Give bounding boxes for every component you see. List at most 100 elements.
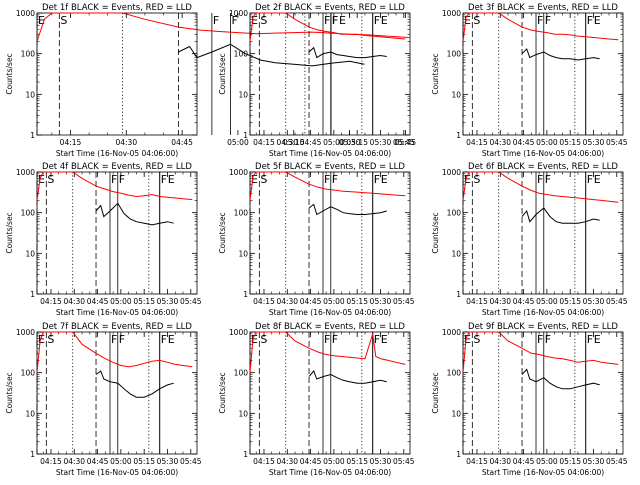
event-marker-label: F [545, 333, 551, 346]
y-tick-label: 1 [30, 131, 35, 140]
y-tick-label: 10 [451, 90, 461, 99]
event-marker-label: F [537, 14, 543, 27]
event-marker-label: E [464, 333, 471, 346]
x-tick-label: 04:45 [300, 138, 322, 147]
y-tick-label: 10 [25, 409, 35, 418]
x-tick-label: 05:15 [346, 138, 368, 147]
event-marker-label: E [38, 14, 45, 27]
x-tick-label: 04:30 [63, 457, 85, 466]
x-tick-label: 05:45 [393, 138, 415, 147]
plot-frame [249, 331, 411, 455]
event-marker-label: F [332, 14, 338, 27]
event-marker-label: E [251, 14, 258, 27]
y-tick-label: 1 [243, 450, 248, 459]
x-tick-label: 05:15 [346, 297, 368, 306]
y-tick-label: 100 [234, 50, 249, 59]
event-marker-label: E [168, 333, 175, 346]
event-marker-label: F [374, 14, 380, 27]
events-series-line [308, 203, 387, 216]
x-tick-label: 04:45 [171, 138, 193, 147]
x-tick-label: 04:15 [466, 457, 488, 466]
x-tick-label: 04:30 [276, 297, 298, 306]
y-tick-label: 10 [25, 249, 35, 258]
lld-series-line [36, 331, 193, 373]
event-marker-label: F [324, 173, 330, 186]
x-tick-label: 04:45 [300, 457, 322, 466]
chart-panel: Det 2f BLACK = Events, RED = LLD Counts/s… [218, 3, 415, 158]
event-marker-label: F [111, 173, 117, 186]
x-tick-label: 04:30 [489, 457, 511, 466]
x-tick-label: 05:45 [606, 138, 628, 147]
chart-title: Det 1f BLACK = Events, RED = LLD [42, 3, 192, 13]
event-marker-label: S [260, 333, 267, 346]
x-tick-label: 04:45 [513, 297, 535, 306]
event-marker-label: F [332, 173, 338, 186]
y-tick-label: 1000 [229, 328, 248, 337]
chart-title: Det 3f BLACK = Events, RED = LLD [468, 3, 618, 13]
x-tick-label: 05:00 [323, 457, 345, 466]
y-axis-label: Counts/sec [431, 372, 440, 413]
chart-title: Det 6f BLACK = Events, RED = LLD [468, 162, 618, 172]
y-axis-label: Counts/sec [218, 53, 227, 94]
event-marker-label: E [594, 173, 601, 186]
plot-frame [462, 12, 624, 136]
event-marker-label: F [374, 173, 380, 186]
chart-panel: Det 9f BLACK = Events, RED = LLD Counts/s… [431, 322, 628, 477]
x-tick-label: 05:15 [133, 297, 155, 306]
lld-series-line [462, 12, 619, 42]
x-tick-label: 05:45 [393, 457, 415, 466]
plot-frame [249, 171, 411, 295]
plot-frame [462, 331, 624, 455]
x-tick-label: 04:30 [63, 297, 85, 306]
x-tick-label: 04:30 [489, 297, 511, 306]
x-axis-label: Start Time (16-Nov-05 04:06:00) [482, 149, 604, 158]
x-tick-label: 05:30 [157, 457, 179, 466]
y-tick-label: 100 [234, 369, 249, 378]
y-tick-label: 1000 [16, 168, 35, 177]
x-tick-label: 05:00 [110, 297, 132, 306]
x-tick-label: 05:00 [536, 457, 558, 466]
y-tick-label: 10 [238, 409, 248, 418]
x-tick-label: 05:00 [227, 138, 249, 147]
x-axis-label: Start Time (16-Nov-05 04:06:00) [269, 308, 391, 317]
x-tick-label: 04:30 [115, 138, 137, 147]
chart-panel: Det 4f BLACK = Events, RED = LLD Counts/s… [5, 162, 202, 317]
events-series-line [308, 46, 387, 59]
event-marker-label: E [168, 173, 175, 186]
x-tick-label: 04:15 [60, 138, 82, 147]
event-marker-label: F [545, 14, 551, 27]
x-tick-label: 04:15 [253, 297, 275, 306]
event-marker-label: S [47, 173, 54, 186]
x-tick-label: 04:15 [40, 297, 62, 306]
event-marker-label: F [332, 333, 338, 346]
x-tick-label: 04:30 [276, 138, 298, 147]
x-tick-label: 05:15 [559, 457, 581, 466]
x-tick-label: 05:00 [536, 297, 558, 306]
lld-series-line [36, 12, 410, 42]
event-marker-label: F [545, 173, 551, 186]
event-marker-label: S [473, 173, 480, 186]
event-marker-label: F [231, 14, 237, 27]
y-tick-label: 10 [238, 249, 248, 258]
y-tick-label: 1 [30, 450, 35, 459]
event-marker-label: F [587, 173, 593, 186]
y-tick-label: 1000 [442, 328, 461, 337]
chart-title: Det 7f BLACK = Events, RED = LLD [42, 322, 192, 332]
x-tick-label: 04:45 [300, 297, 322, 306]
event-marker-label: F [161, 173, 167, 186]
y-tick-label: 1 [30, 290, 35, 299]
chart-title: Det 5f BLACK = Events, RED = LLD [255, 162, 405, 172]
y-tick-label: 100 [447, 50, 462, 59]
events-series-line [308, 370, 387, 384]
y-tick-label: 100 [447, 369, 462, 378]
x-tick-label: 04:45 [87, 297, 109, 306]
x-tick-label: 05:00 [536, 138, 558, 147]
x-tick-label: 04:15 [466, 297, 488, 306]
y-tick-label: 1 [456, 450, 461, 459]
x-tick-label: 04:30 [489, 138, 511, 147]
y-tick-label: 1 [456, 131, 461, 140]
y-tick-label: 100 [234, 209, 249, 218]
event-marker-label: F [119, 333, 125, 346]
lld-series-line [249, 171, 406, 201]
